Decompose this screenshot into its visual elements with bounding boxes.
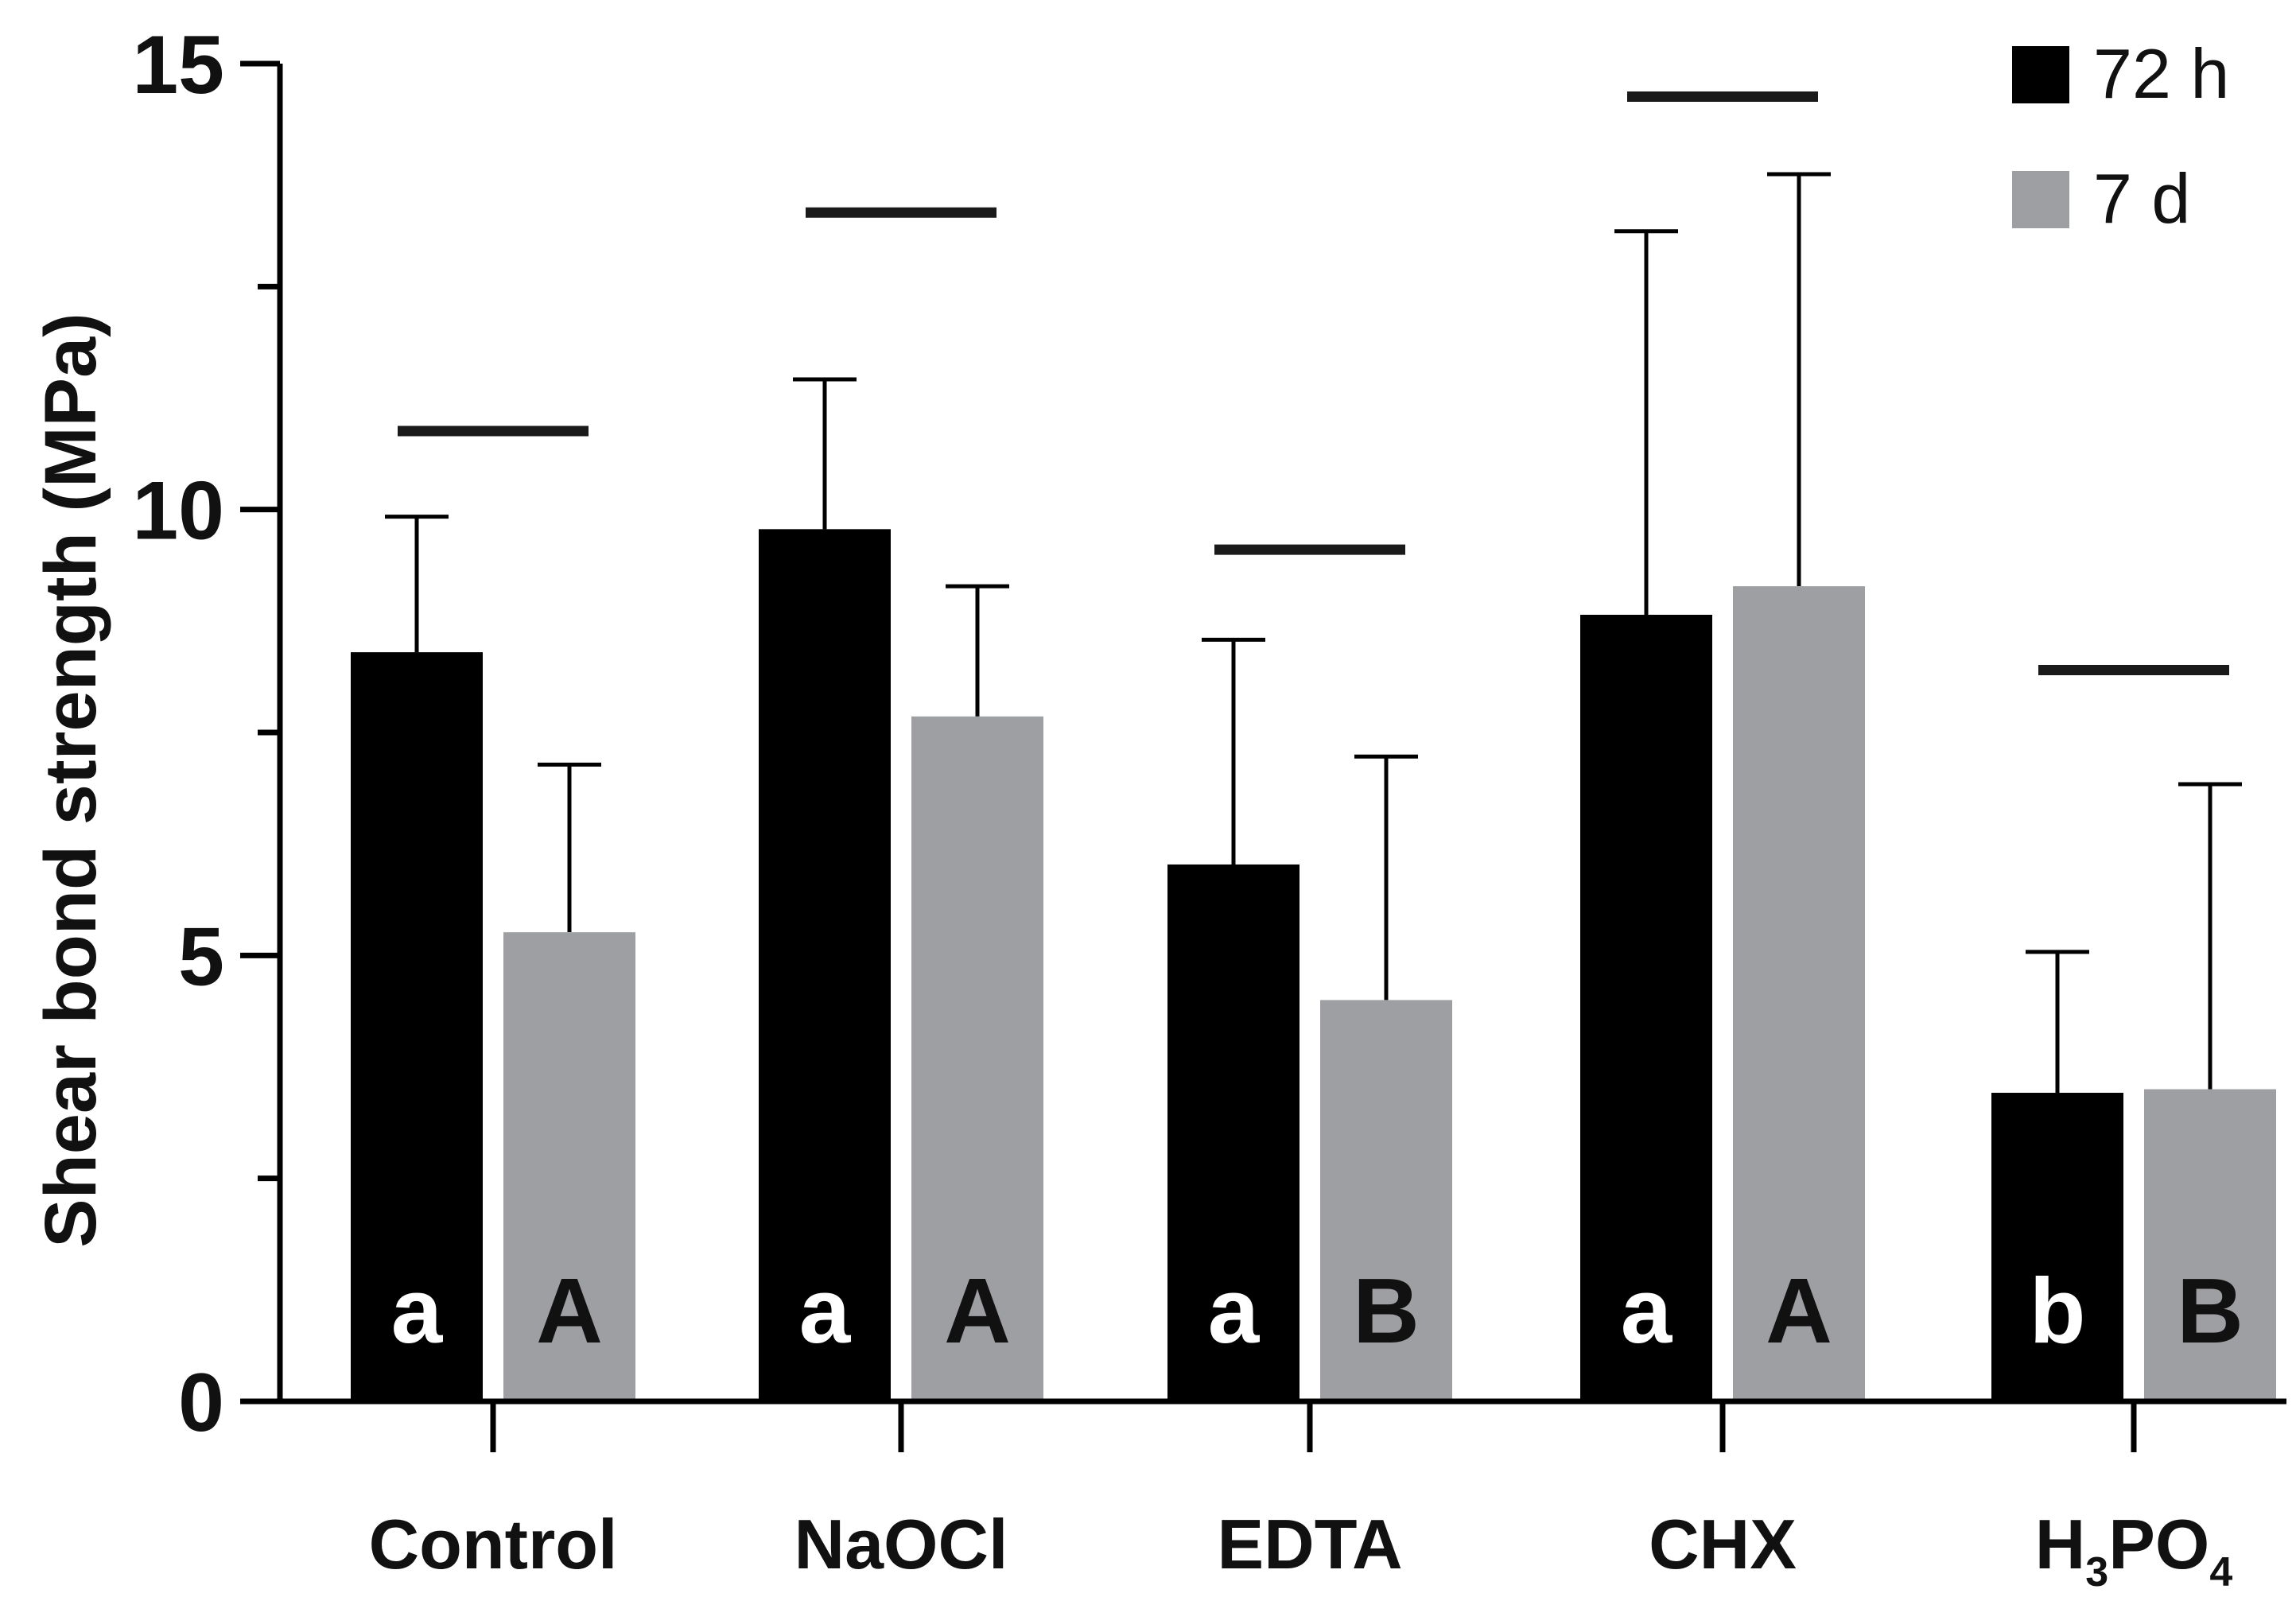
y-tick-label-10: 10 bbox=[132, 465, 224, 558]
x-tick-label-1: NaOCl bbox=[794, 1505, 1008, 1583]
bar-72h-0 bbox=[351, 652, 483, 1401]
bar-7d-2 bbox=[1320, 1000, 1452, 1401]
axes: 0 5 10 15 Control NaOCl EDTA CHX H3PO4 bbox=[132, 19, 2286, 1595]
bar-7d-1 bbox=[911, 716, 1043, 1401]
group-letter-7d-4: B bbox=[2177, 1259, 2244, 1362]
group-letter-7d-0: A bbox=[536, 1259, 603, 1362]
group-letters: a a a a bA A B A B bbox=[391, 1259, 2244, 1362]
y-tick-label-5: 5 bbox=[178, 911, 224, 1003]
y-tick-label-0: 0 bbox=[178, 1357, 224, 1449]
bar-7d-0 bbox=[503, 932, 635, 1401]
group-letter-72h-0: a bbox=[391, 1259, 444, 1362]
bar-72h-2 bbox=[1167, 864, 1300, 1401]
y-axis-label: Shear bond strength (MPa) bbox=[30, 313, 111, 1248]
bar-7d-3 bbox=[1733, 586, 1865, 1401]
x-tick-label-2: EDTA bbox=[1217, 1505, 1402, 1583]
bar-72h-3 bbox=[1580, 614, 1712, 1401]
significance-bars bbox=[398, 91, 2229, 676]
group-letter-7d-2: B bbox=[1353, 1259, 1420, 1362]
y-tick-label-15: 15 bbox=[132, 19, 224, 111]
bar-72h-4 bbox=[1991, 1093, 2123, 1401]
x-tick-label-4: H3PO4 bbox=[2035, 1505, 2233, 1595]
group-letter-72h-4: b bbox=[2030, 1259, 2086, 1362]
bars bbox=[351, 529, 2276, 1402]
group-letter-72h-2: a bbox=[1208, 1259, 1261, 1362]
legend: 72 h 7 d bbox=[2012, 34, 2229, 238]
legend-label-72h: 72 h bbox=[2093, 34, 2229, 113]
bar-72h-1 bbox=[759, 529, 891, 1402]
x-tick-label-0: Control bbox=[369, 1505, 618, 1583]
legend-swatch-72h bbox=[2012, 46, 2069, 103]
group-letter-7d-1: A bbox=[944, 1259, 1011, 1362]
group-letter-7d-3: A bbox=[1766, 1259, 1832, 1362]
legend-label-7d: 7 d bbox=[2093, 159, 2190, 238]
x-tick-label-3: CHX bbox=[1649, 1505, 1797, 1583]
group-letter-72h-1: a bbox=[799, 1259, 852, 1362]
error-bars bbox=[385, 172, 2242, 1094]
group-letter-72h-3: a bbox=[1621, 1259, 1673, 1362]
legend-swatch-7d bbox=[2012, 171, 2069, 228]
bar-7d-4 bbox=[2144, 1089, 2276, 1401]
